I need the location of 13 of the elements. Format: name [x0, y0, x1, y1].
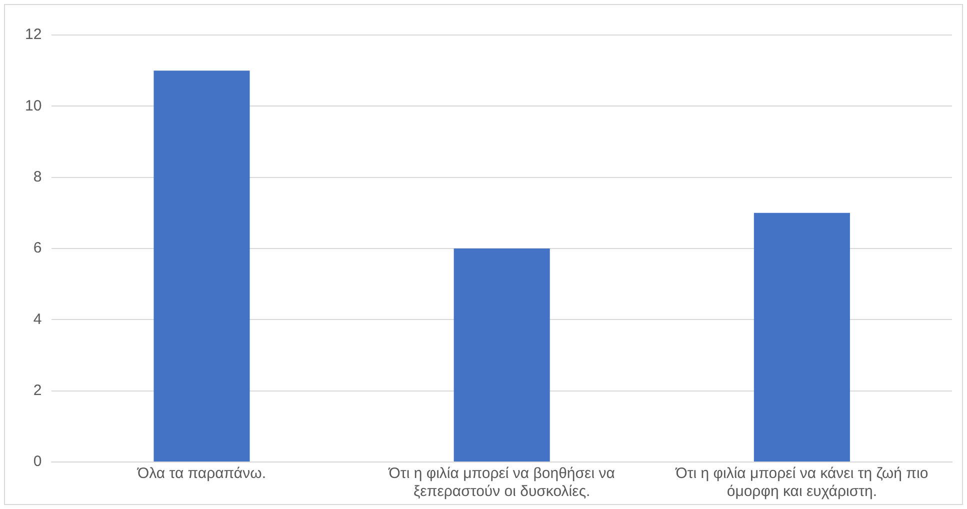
y-tick-label: 0: [33, 453, 42, 470]
y-tick-label: 10: [24, 97, 42, 114]
bar: [454, 248, 550, 462]
x-tick-label: Ότι η φιλία μπορεί να κάνει τη ζωή πιο όμορφη και ευχάριστη.: [674, 465, 928, 500]
y-tick-label: 8: [33, 168, 42, 186]
x-tick-label: Όλα τα παραπάνω.: [136, 465, 266, 482]
y-tick-label: 4: [33, 310, 42, 328]
bar: [754, 212, 850, 462]
y-tick-label: 2: [33, 382, 42, 399]
x-tick-label: Ότι η φιλία μπορεί να βοηθήσει να ξεπεραστούν οι δυσκολίες.: [388, 465, 616, 500]
bar: [154, 70, 250, 462]
y-tick-label: 12: [24, 26, 42, 44]
y-tick-label: 6: [33, 240, 42, 257]
